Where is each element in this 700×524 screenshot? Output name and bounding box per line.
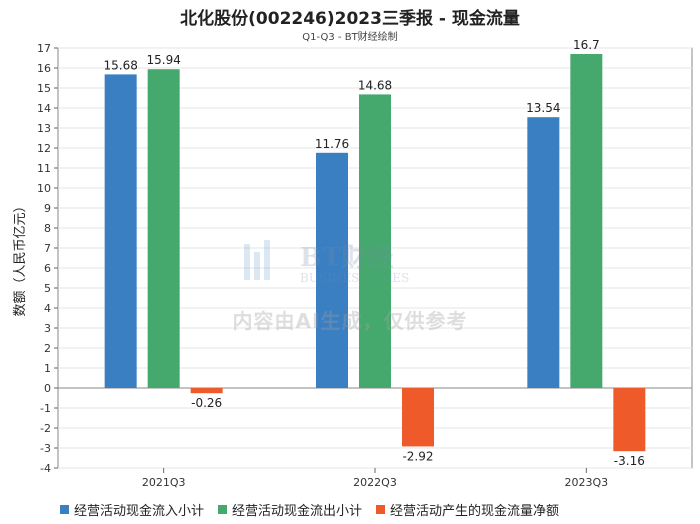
bar bbox=[147, 69, 180, 388]
bar bbox=[190, 388, 223, 394]
bar bbox=[613, 388, 646, 452]
chart-subtitle: Q1-Q3 - BT财经绘制 bbox=[302, 32, 398, 43]
x-tick-label: 2023Q3 bbox=[565, 476, 609, 489]
chart-title: 北化股份(002246)2023三季报 - 现金流量 bbox=[180, 9, 520, 29]
y-tick-label: 0 bbox=[44, 382, 51, 395]
legend-item-inflow: 经营活动现金流入小计 bbox=[60, 500, 204, 519]
legend: 经营活动现金流入小计 经营活动现金流出小计 经营活动产生的现金流量净额 bbox=[60, 500, 559, 519]
y-tick-label: 16 bbox=[37, 62, 51, 75]
legend-swatch-net bbox=[376, 505, 386, 514]
data-label: 14.68 bbox=[358, 78, 392, 92]
data-label: 11.76 bbox=[315, 137, 349, 151]
legend-label-net: 经营活动产生的现金流量净额 bbox=[390, 504, 560, 519]
legend-item-net: 经营活动产生的现金流量净额 bbox=[376, 500, 559, 519]
watermark-notice: 内容由AI生成，仅供参考 bbox=[232, 309, 468, 333]
y-tick-label: 2 bbox=[44, 342, 51, 355]
y-tick-label: -4 bbox=[40, 462, 51, 475]
y-tick-label: 12 bbox=[37, 142, 51, 155]
x-tick-label: 2021Q3 bbox=[142, 476, 186, 489]
y-tick-label: 14 bbox=[37, 102, 51, 115]
y-tick-label: 7 bbox=[44, 242, 51, 255]
y-tick-label: 9 bbox=[44, 202, 51, 215]
svg-text:BT财经: BT财经 bbox=[300, 242, 393, 273]
x-tick-label: 2022Q3 bbox=[353, 476, 397, 489]
y-tick-label: -3 bbox=[40, 442, 51, 455]
data-label: 15.94 bbox=[146, 53, 180, 67]
bar bbox=[104, 74, 137, 389]
y-axis-label: 数额（人民币亿元） bbox=[13, 199, 28, 316]
data-label: 13.54 bbox=[526, 101, 560, 115]
svg-text:BUSINESSTIMES: BUSINESSTIMES bbox=[300, 271, 409, 285]
bar bbox=[359, 94, 391, 389]
data-label: 15.68 bbox=[103, 58, 137, 72]
y-tick-label: 13 bbox=[37, 122, 51, 135]
y-tick-label: 15 bbox=[37, 82, 51, 95]
legend-swatch-inflow bbox=[60, 505, 69, 514]
data-label: -2.92 bbox=[402, 449, 433, 463]
legend-label-inflow: 经营活动现金流入小计 bbox=[74, 504, 205, 519]
y-tick-label: 3 bbox=[44, 322, 51, 335]
y-tick-label: 5 bbox=[44, 282, 51, 295]
y-tick-label: -2 bbox=[40, 422, 51, 435]
y-tick-label: 6 bbox=[44, 262, 51, 275]
data-label: -0.26 bbox=[191, 396, 222, 410]
bar bbox=[570, 54, 603, 388]
y-tick-label: 8 bbox=[44, 222, 51, 235]
y-tick-label: 17 bbox=[37, 42, 51, 55]
y-tick-label: 10 bbox=[37, 182, 51, 195]
data-label: 16.7 bbox=[573, 38, 600, 52]
bar bbox=[527, 117, 560, 388]
legend-label-outflow: 经营活动现金流出小计 bbox=[232, 504, 363, 519]
y-tick-label: 1 bbox=[44, 362, 51, 375]
y-tick-label: -1 bbox=[40, 402, 51, 415]
y-tick-label: 11 bbox=[37, 162, 51, 175]
data-label: -3.16 bbox=[614, 454, 645, 468]
legend-item-outflow: 经营活动现金流出小计 bbox=[218, 500, 362, 519]
legend-swatch-outflow bbox=[218, 505, 228, 514]
bar bbox=[402, 388, 434, 447]
watermark-logo: BT财经 BUSINESSTIMES bbox=[230, 238, 490, 288]
y-tick-label: 4 bbox=[44, 302, 51, 315]
bar bbox=[316, 152, 348, 388]
